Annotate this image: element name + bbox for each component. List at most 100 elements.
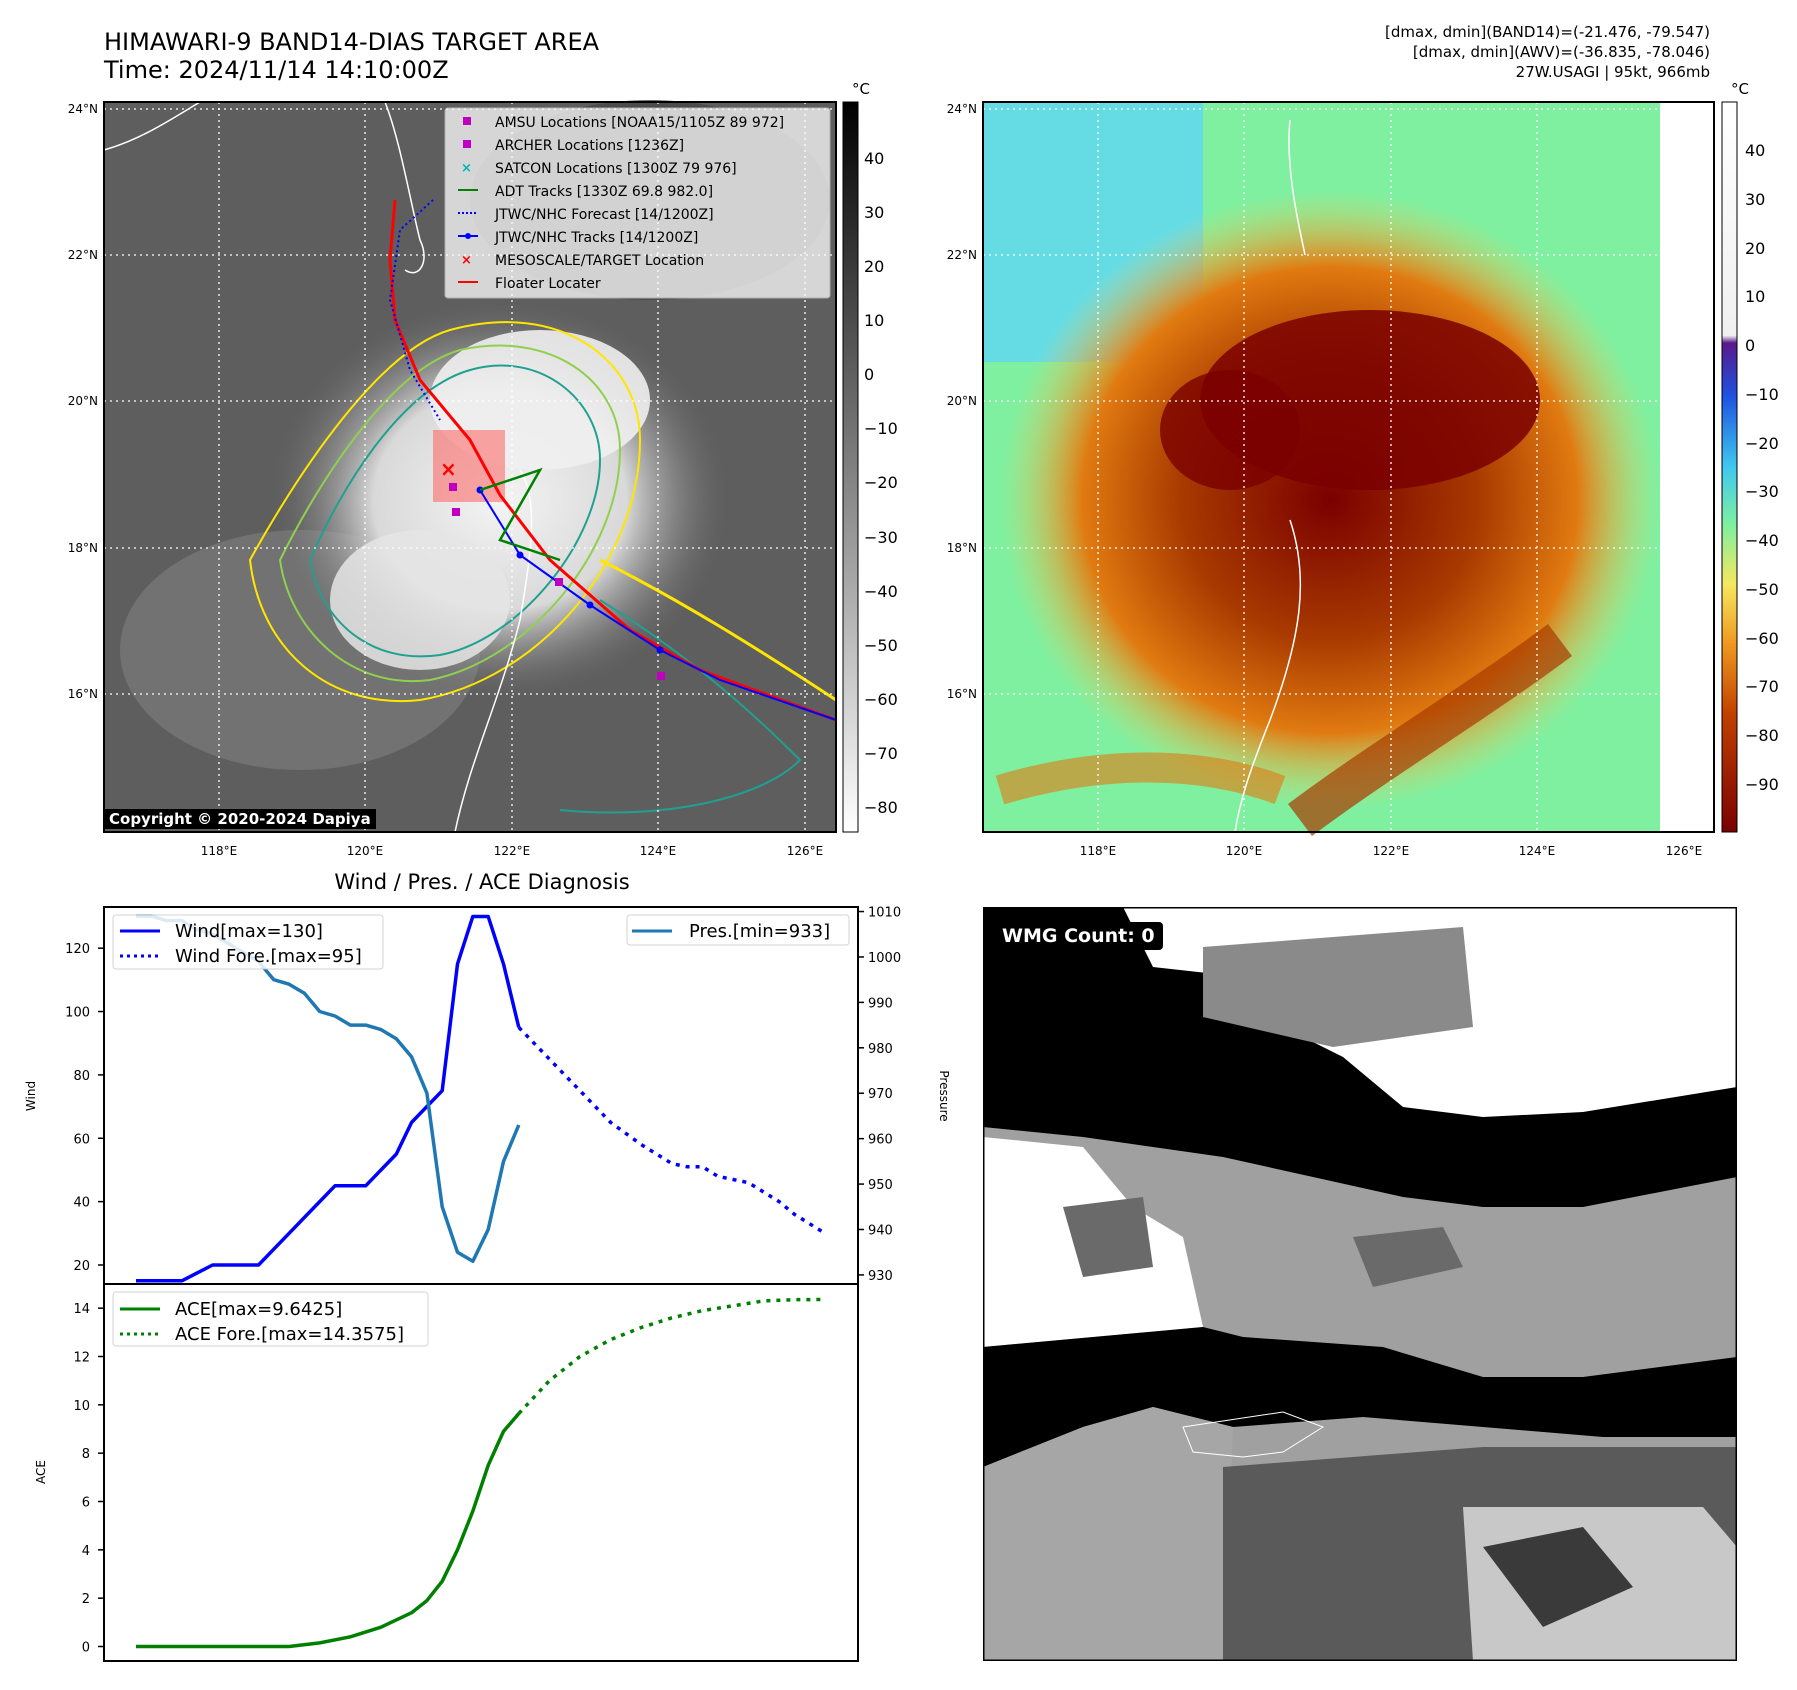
legend-amsu: AMSU Locations [NOAA15/1105Z 89 972] <box>495 115 784 131</box>
ir-colorbar-ticks: 40 30 20 10 0 −10 −20 −30 −40 −50 −60 −7… <box>864 149 898 817</box>
svg-text:16°N: 16°N <box>947 687 977 701</box>
legend-satcon: SATCON Locations [1300Z 79 976] <box>495 161 737 177</box>
copyright-label: Copyright © 2020-2024 Dapiya <box>104 809 376 829</box>
series-line-wind <box>136 914 521 1283</box>
y-tick-label: 2 <box>82 1592 90 1607</box>
y-tick-label: 4 <box>82 1544 90 1559</box>
ir-colorbar <box>842 101 859 833</box>
y-tick-label: 6 <box>82 1496 90 1511</box>
pressure-ylabel: Pressure <box>937 1070 951 1121</box>
legend-archer: ARCHER Locations [1236Z] <box>495 138 684 154</box>
y-tick-label: 990 <box>868 996 893 1011</box>
svg-text:40: 40 <box>864 149 884 168</box>
legend-wind-fore: Wind Fore.[max=95] <box>175 946 362 967</box>
svg-text:22°N: 22°N <box>68 248 98 262</box>
svg-text:120°E: 120°E <box>347 844 384 858</box>
ir-colorbar-unit: °C <box>852 80 870 98</box>
y-tick-label: 980 <box>868 1042 893 1057</box>
diagnosis-chart: Wind / Pres. / ACE Diagnosis Wind Pressu… <box>24 870 951 1662</box>
ir-legend: × × AMSU Locations [NOAA15/1105Z 89 972]… <box>444 107 831 299</box>
chart-title-line1: HIMAWARI-9 BAND14-DIAS TARGET AREA <box>104 28 600 56</box>
legend-floater: Floater Locater <box>495 276 601 292</box>
svg-text:−30: −30 <box>864 528 898 547</box>
svg-text:118°E: 118°E <box>1080 844 1117 858</box>
svg-text:124°E: 124°E <box>1519 844 1556 858</box>
awv-coastline-luzon <box>1234 519 1302 833</box>
svg-text:0: 0 <box>864 365 874 384</box>
series-line-ace-fore <box>517 1297 826 1415</box>
floater-locater-track <box>388 199 837 722</box>
svg-text:122°E: 122°E <box>494 844 531 858</box>
y-tick-label: 80 <box>73 1069 90 1084</box>
coastline-taiwan <box>384 101 425 274</box>
wind-legend: Wind[max=130] Wind Fore.[max=95] <box>112 914 384 970</box>
svg-text:126°E: 126°E <box>1666 844 1703 858</box>
coastline-china <box>103 101 201 151</box>
awv-lon-labels: 118°E 120°E 122°E 124°E 126°E <box>1080 844 1703 858</box>
svg-text:40: 40 <box>1745 141 1765 160</box>
y-tick-label: 10 <box>73 1399 90 1414</box>
svg-text:10: 10 <box>1745 287 1765 306</box>
awv-coastline-taiwan <box>1288 119 1306 256</box>
svg-text:−30: −30 <box>1745 482 1779 501</box>
svg-text:16°N: 16°N <box>68 687 98 701</box>
y-tick-label: 970 <box>868 1087 893 1102</box>
diagnosis-title: Wind / Pres. / ACE Diagnosis <box>334 870 629 894</box>
svg-text:−20: −20 <box>1745 434 1779 453</box>
awv-storm <box>1000 190 1660 810</box>
wmg-count-badge: WMG Count: 0 <box>994 922 1163 950</box>
legend-jtwc-tracks: JTWC/NHC Tracks [14/1200Z] <box>494 230 698 246</box>
svg-text:118°E: 118°E <box>201 844 238 858</box>
series-line-wind-fore <box>517 1026 826 1235</box>
svg-text:124°E: 124°E <box>640 844 677 858</box>
y-tick-label: 1010 <box>868 906 901 921</box>
svg-text:20: 20 <box>864 257 884 276</box>
chart-title-line2: Time: 2024/11/14 14:10:00Z <box>104 56 449 84</box>
ir-lat-labels: 24°N 22°N 20°N 18°N 16°N <box>68 102 98 701</box>
svg-text:−50: −50 <box>1745 580 1779 599</box>
y-tick-label: 40 <box>73 1196 90 1211</box>
ace-axes <box>103 1283 859 1662</box>
legend-target: MESOSCALE/TARGET Location <box>495 253 704 269</box>
y-tick-label: 8 <box>82 1447 90 1462</box>
y-tick-label: 100 <box>65 1006 90 1021</box>
wind-ylabel: Wind <box>24 1081 38 1111</box>
svg-text:18°N: 18°N <box>68 541 98 555</box>
awv-colorbar-ticks: 40 30 20 10 0 −10 −20 −30 −40 −50 −60 −7… <box>1745 141 1779 794</box>
adt-track <box>479 467 561 562</box>
svg-text:−40: −40 <box>864 582 898 601</box>
svg-text:20°N: 20°N <box>947 394 977 408</box>
svg-text:−10: −10 <box>1745 385 1779 404</box>
y-tick-label: 930 <box>868 1269 893 1284</box>
svg-text:×: × <box>461 161 472 176</box>
svg-text:−10: −10 <box>864 419 898 438</box>
floater-box <box>433 430 505 502</box>
svg-text:−20: −20 <box>864 473 898 492</box>
legend-wind: Wind[max=130] <box>175 921 323 942</box>
svg-text:24°N: 24°N <box>947 102 977 116</box>
svg-text:−60: −60 <box>864 690 898 709</box>
svg-text:−90: −90 <box>1745 775 1779 794</box>
ace-legend: ACE[max=9.6425] ACE Fore.[max=14.3575] <box>112 1291 429 1347</box>
jtwc-forecast-track <box>388 199 441 421</box>
svg-text:−40: −40 <box>1745 531 1779 550</box>
y-tick-label: 12 <box>73 1351 90 1366</box>
target-marker: × <box>440 457 457 481</box>
awv-lat-labels: 24°N 22°N 20°N 18°N 16°N <box>947 102 977 701</box>
y-tick-label: 950 <box>868 1178 893 1193</box>
svg-text:10: 10 <box>864 311 884 330</box>
awv-gridlines <box>983 102 1714 832</box>
y-tick-label: 20 <box>73 1259 90 1274</box>
svg-text:−50: −50 <box>864 636 898 655</box>
info-line3: 27W.USAGI | 95kt, 966mb <box>1515 63 1710 81</box>
legend-ace-fore: ACE Fore.[max=14.3575] <box>175 1324 404 1345</box>
coastline-luzon <box>454 469 533 833</box>
svg-text:−60: −60 <box>1745 629 1779 648</box>
svg-text:30: 30 <box>864 203 884 222</box>
svg-text:20°N: 20°N <box>68 394 98 408</box>
amsu-markers <box>449 483 665 680</box>
svg-text:0: 0 <box>1745 336 1755 355</box>
legend-pres: Pres.[min=933] <box>689 921 830 942</box>
svg-text:24°N: 24°N <box>68 102 98 116</box>
wmg-black-band-mid <box>983 1327 1737 1467</box>
